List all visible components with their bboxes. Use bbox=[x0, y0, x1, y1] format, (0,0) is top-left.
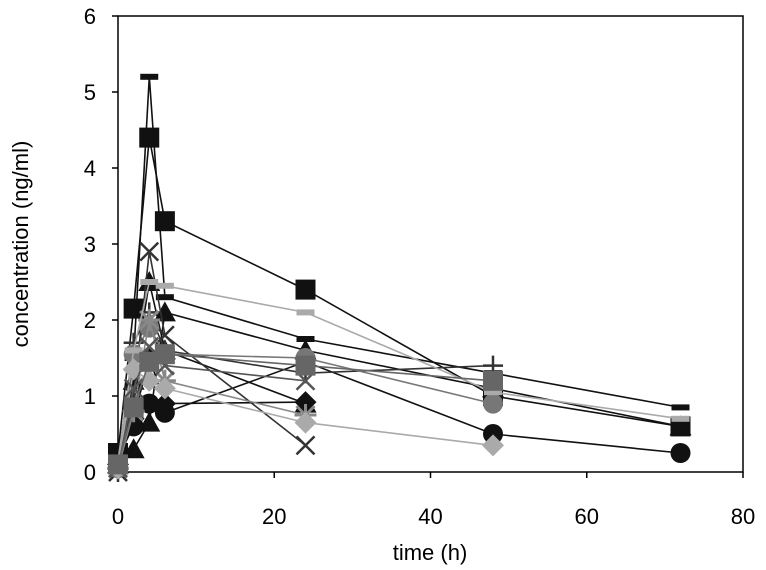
data-point bbox=[154, 211, 175, 232]
data-point bbox=[153, 392, 176, 415]
x-tick-label: 60 bbox=[575, 504, 599, 529]
data-point bbox=[123, 298, 144, 319]
x-tick-label: 0 bbox=[112, 504, 124, 529]
data-point bbox=[155, 294, 174, 301]
series-layer bbox=[107, 73, 692, 482]
data-point bbox=[483, 370, 503, 391]
x-tick-label: 20 bbox=[262, 504, 286, 529]
data-point bbox=[295, 279, 316, 300]
data-point bbox=[483, 393, 503, 414]
data-point bbox=[138, 369, 161, 392]
y-tick-label: 2 bbox=[84, 308, 96, 333]
y-axis-title: concentration (ng/ml) bbox=[8, 141, 33, 348]
data-point bbox=[153, 301, 176, 322]
data-point bbox=[295, 355, 316, 376]
data-point bbox=[140, 73, 159, 80]
data-point bbox=[155, 282, 174, 289]
y-tick-label: 0 bbox=[84, 460, 96, 485]
data-point bbox=[123, 397, 144, 418]
data-point bbox=[153, 377, 176, 400]
data-point bbox=[670, 443, 691, 463]
data-point bbox=[294, 411, 317, 434]
data-point bbox=[296, 309, 315, 316]
x-axis-title: time (h) bbox=[393, 540, 468, 565]
y-axis: 0 1 2 3 4 5 6 bbox=[84, 4, 118, 485]
y-tick-label: 5 bbox=[84, 80, 96, 105]
data-point bbox=[139, 393, 160, 414]
data-point bbox=[671, 404, 690, 411]
y-tick-label: 3 bbox=[84, 232, 96, 257]
data-point bbox=[123, 378, 144, 399]
data-point bbox=[124, 347, 143, 354]
data-point bbox=[295, 435, 316, 456]
data-point bbox=[108, 454, 128, 475]
data-point bbox=[139, 127, 160, 148]
data-point bbox=[296, 336, 315, 342]
data-point bbox=[139, 351, 160, 372]
data-point bbox=[669, 415, 692, 436]
y-tick-label: 4 bbox=[84, 156, 96, 181]
data-point bbox=[138, 411, 161, 432]
y-tick-label: 6 bbox=[84, 4, 96, 29]
data-point bbox=[484, 389, 502, 396]
data-point bbox=[671, 415, 690, 422]
series-14 bbox=[108, 344, 503, 475]
data-point bbox=[483, 424, 503, 444]
y-tick-label: 1 bbox=[84, 384, 96, 409]
data-point bbox=[138, 309, 161, 331]
data-point bbox=[154, 344, 175, 365]
x-tick-label: 40 bbox=[418, 504, 442, 529]
x-axis: 0 20 40 60 80 bbox=[112, 472, 755, 529]
data-point bbox=[139, 241, 160, 262]
plot-area-frame bbox=[117, 15, 744, 473]
x-tick-label: 80 bbox=[731, 504, 755, 529]
data-point bbox=[482, 434, 504, 457]
data-point bbox=[140, 279, 159, 285]
data-point bbox=[122, 438, 145, 459]
